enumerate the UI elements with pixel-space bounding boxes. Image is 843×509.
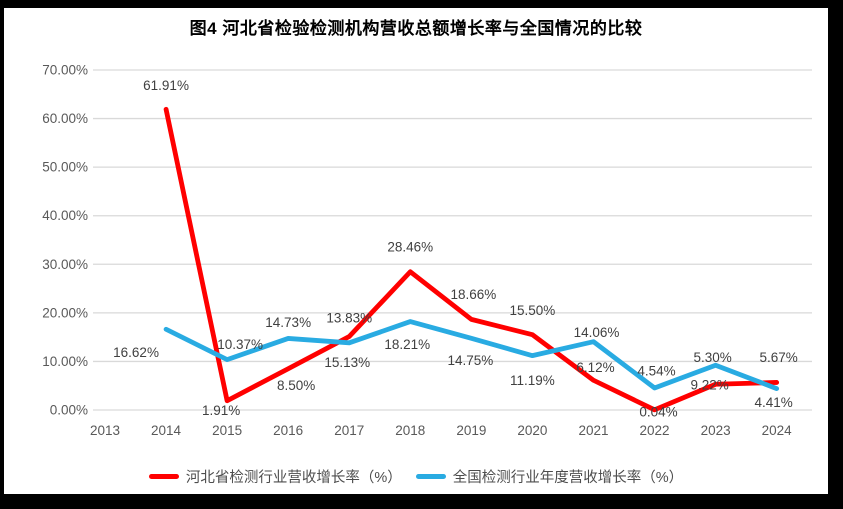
x-axis-label: 2024: [762, 423, 793, 438]
data-label: 1.91%: [202, 403, 240, 418]
data-label: 6.12%: [576, 360, 614, 375]
data-label: 11.19%: [510, 373, 555, 388]
data-label: 15.13%: [324, 355, 370, 370]
data-label: 14.75%: [447, 353, 493, 368]
legend-label-hebei: 河北省检测行业营收增长率（%）: [185, 469, 402, 486]
x-axis-label: 2019: [456, 423, 486, 438]
y-tick-label: 30.00%: [42, 257, 88, 272]
y-tick-label: 60.00%: [42, 111, 88, 126]
data-label: 8.50%: [277, 378, 315, 393]
x-axis-label: 2022: [640, 423, 670, 438]
x-axis-label: 2018: [395, 423, 425, 438]
y-tick-label: 10.00%: [42, 354, 88, 369]
y-tick-label: 70.00%: [42, 63, 88, 78]
y-tick-label: 0.00%: [50, 403, 88, 418]
data-label: 4.54%: [637, 363, 675, 378]
data-label: 14.06%: [574, 325, 620, 340]
x-axis-label: 2013: [90, 423, 120, 438]
x-axis-label: 2017: [334, 423, 364, 438]
data-label: 28.46%: [387, 239, 433, 254]
x-axis-label: 2020: [517, 423, 547, 438]
line-chart: 0.00% 10.00% 20.00% 30.00% 40.00% 50.00% 60.00…: [42, 63, 812, 438]
x-axis-label: 2015: [212, 423, 242, 438]
x-axis-label: 2021: [578, 423, 608, 438]
data-label: 5.30%: [693, 350, 731, 365]
data-label: 5.67%: [760, 350, 798, 365]
data-label: 14.73%: [265, 315, 311, 330]
data-label: 0.04%: [639, 404, 677, 419]
data-label: 13.83%: [326, 310, 372, 325]
legend-item-hebei: 河北省检测行业营收增长率（%）: [148, 466, 402, 487]
hebei-series-line: [163, 106, 780, 413]
data-label: 4.41%: [755, 395, 793, 410]
chart-title: 图4 河北省检验检测机构营收总额增长率与全国情况的比较: [189, 19, 643, 38]
national-series-line: [163, 319, 780, 391]
data-label: 9.22%: [690, 378, 728, 393]
data-label: 15.50%: [510, 303, 556, 318]
y-tick-label: 20.00%: [42, 305, 88, 320]
chart-legend: 河北省检测行业营收增长率（%） 全国检测行业年度营收增长率（%）: [4, 461, 828, 491]
data-label: 18.66%: [450, 287, 496, 302]
data-label: 18.21%: [384, 337, 430, 352]
data-label: 61.91%: [143, 78, 189, 93]
y-tick-label: 50.00%: [42, 160, 88, 175]
y-tick-label: 40.00%: [42, 208, 88, 223]
legend-label-national: 全国检测行业年度营收增长率（%）: [452, 469, 684, 486]
legend-item-national: 全国检测行业年度营收增长率（%）: [415, 466, 684, 487]
x-axis-label: 2023: [701, 423, 731, 438]
chart-panel: 图4 河北省检验检测机构营收总额增长率与全国情况的比较 0.00% 10.00% 2…: [4, 8, 828, 494]
national-series-swatch: [415, 473, 446, 479]
x-axis-label: 2016: [273, 423, 303, 438]
data-label: 10.37%: [217, 337, 263, 352]
hebei-series-swatch: [148, 473, 179, 479]
data-label: 16.62%: [113, 345, 159, 360]
x-axis-label: 2014: [151, 423, 182, 438]
